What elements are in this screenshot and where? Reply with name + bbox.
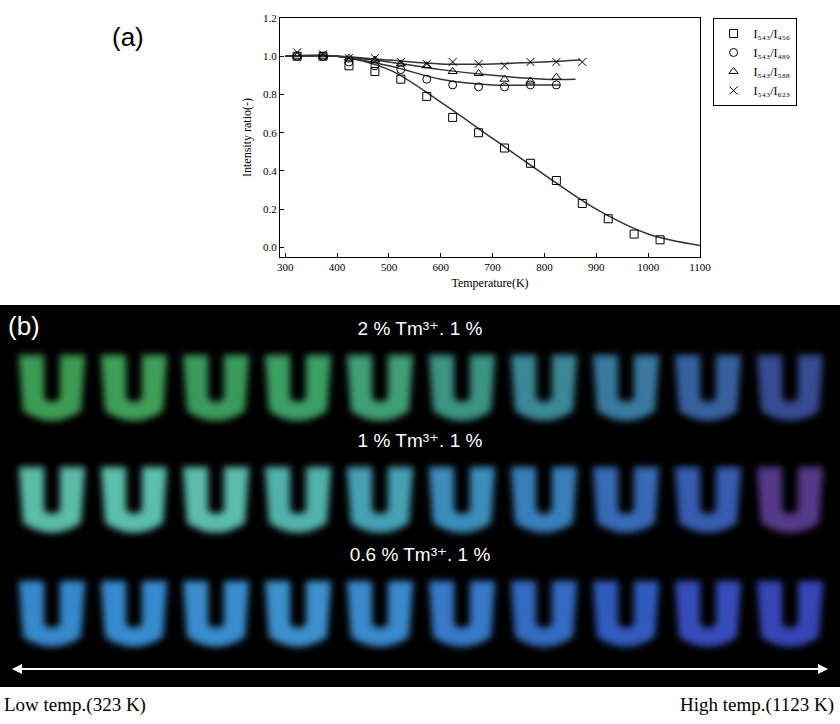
svg-text:(b): (b) [8,311,40,341]
svg-text:1100: 1100 [689,261,711,273]
svg-text:1.2: 1.2 [263,12,277,24]
svg-text:1000: 1000 [637,261,660,273]
svg-text:400: 400 [329,261,346,273]
svg-text:Temperature(K): Temperature(K) [451,276,528,290]
svg-text:0.6: 0.6 [263,127,277,139]
html-text:(a): (a) [112,22,144,52]
svg-text:300: 300 [277,261,294,273]
svg-text:0.8: 0.8 [263,88,277,100]
svg-text:I₅₄₃/I₆₂₃: I₅₄₃/I₆₂₃ [754,84,790,98]
svg-text:High temp.(1123 K): High temp.(1123 K) [680,694,834,716]
svg-text:0.4: 0.4 [263,165,277,177]
svg-text:Intensity ratio(-): Intensity ratio(-) [240,98,254,177]
svg-text:700: 700 [484,261,501,273]
svg-text:1.0: 1.0 [263,50,277,62]
svg-text:2 % Tm³⁺. 1 %: 2 % Tm³⁺. 1 % [358,318,483,339]
svg-text:I₅₄₃/I₄₅₆: I₅₄₃/I₄₅₆ [754,27,790,41]
svg-text:0.0: 0.0 [263,241,277,253]
svg-text:600: 600 [432,261,449,273]
svg-text:0.2: 0.2 [263,203,277,215]
svg-text:500: 500 [381,261,398,273]
svg-text:I₅₄₃/I₅₈₈: I₅₄₃/I₅₈₈ [754,65,790,79]
svg-text:I₅₄₃/I₄₈₉: I₅₄₃/I₄₈₉ [754,46,790,60]
svg-text:1 % Tm³⁺. 1 %: 1 % Tm³⁺. 1 % [358,430,483,451]
svg-text:900: 900 [588,261,605,273]
svg-text:800: 800 [536,261,553,273]
svg-text:Low temp.(323 K): Low temp.(323 K) [4,694,146,716]
svg-text:0.6 % Tm³⁺. 1 %: 0.6 % Tm³⁺. 1 % [350,544,491,565]
